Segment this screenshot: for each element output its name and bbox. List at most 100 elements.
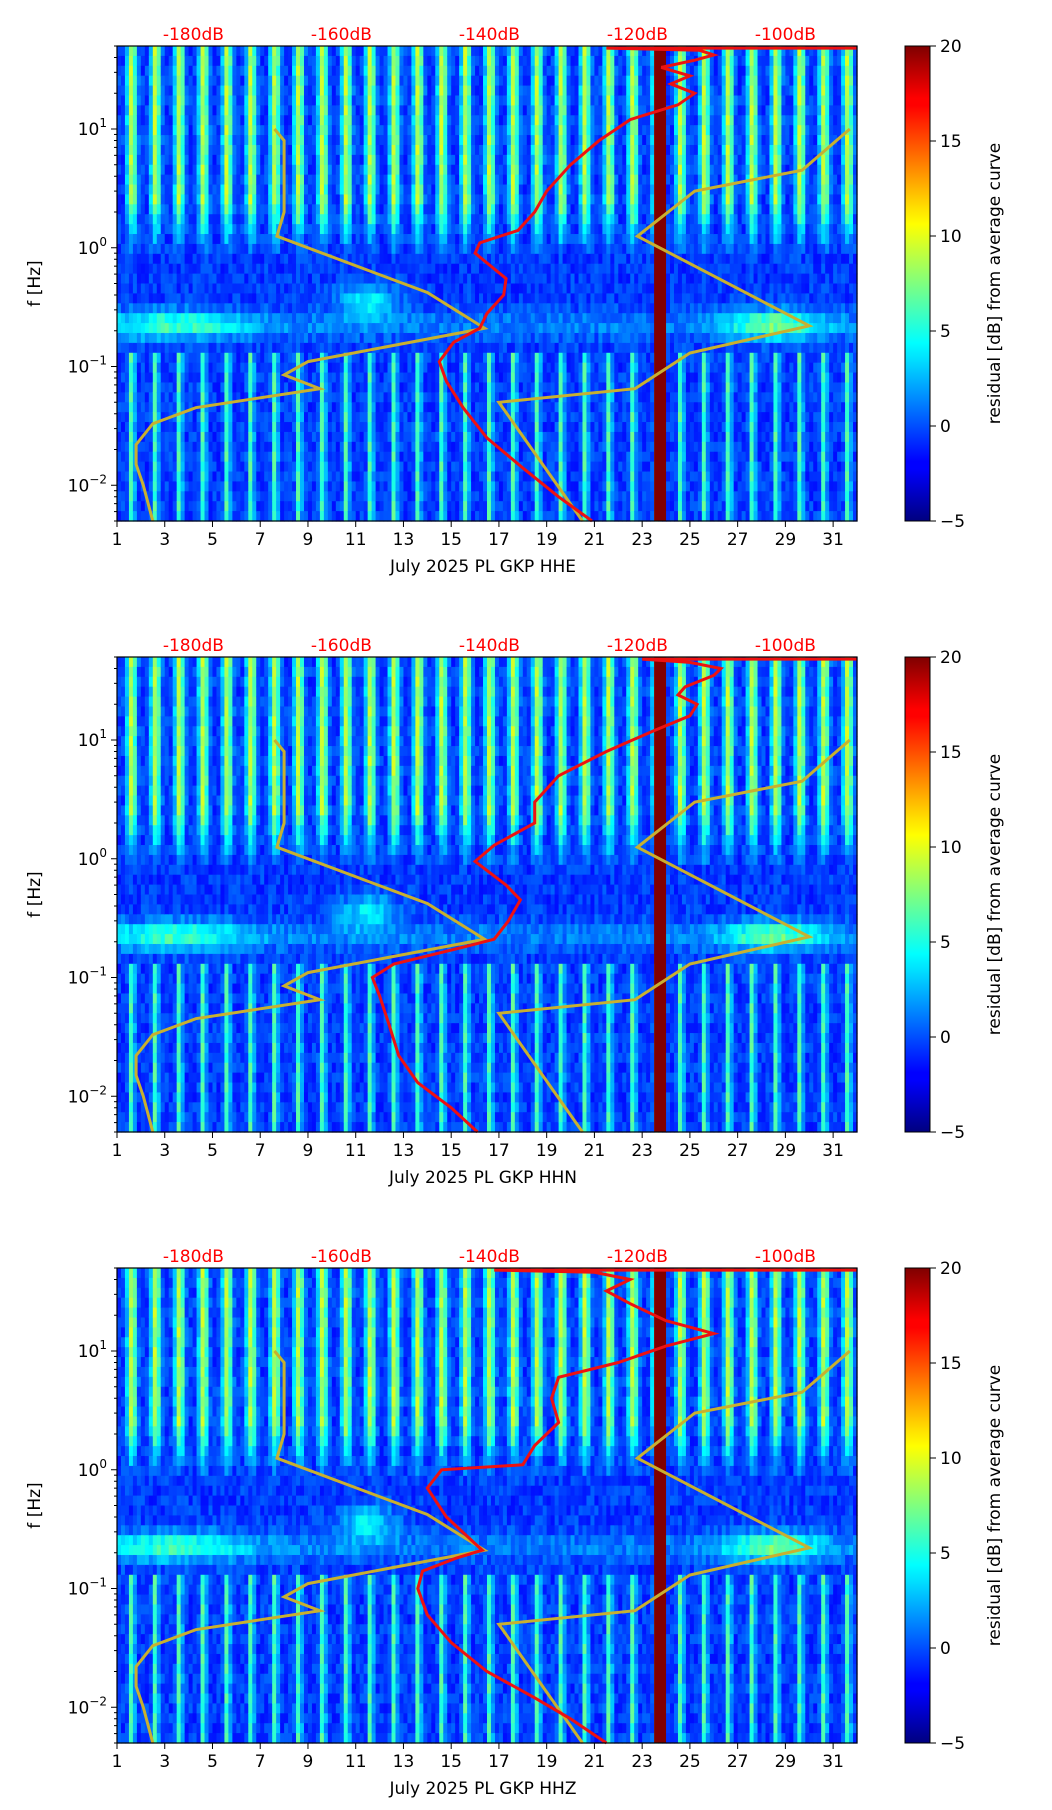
spectrogram-cell [272, 86, 277, 97]
spectrogram-cell [125, 353, 130, 364]
spectrogram-cell [137, 313, 142, 324]
spectrogram-cell [185, 165, 190, 176]
spectrogram-cell [189, 313, 194, 324]
spectrogram-cell [244, 432, 249, 443]
spectrogram-cell [181, 204, 186, 215]
spectrogram-cell [141, 343, 146, 354]
spectrogram-cell [129, 234, 134, 245]
spectrogram-cell [141, 86, 146, 97]
spectrogram-cell [201, 86, 206, 97]
spectrogram-cell [177, 155, 182, 166]
spectrogram-cell [236, 185, 241, 196]
spectrogram-cell [181, 303, 186, 314]
spectrogram-cell [216, 46, 221, 57]
spectrogram-cell [149, 284, 154, 295]
spectrogram-cell [177, 254, 182, 265]
spectrogram-cell [177, 452, 182, 463]
spectrogram-cell [228, 511, 233, 521]
spectrogram-cell [212, 392, 217, 403]
spectrogram-cell [149, 481, 154, 492]
spectrogram-cell [189, 254, 194, 265]
spectrogram-cell [272, 442, 277, 453]
spectrogram-cell [232, 402, 237, 413]
spectrogram-cell [165, 115, 170, 126]
spectrogram-cell [268, 244, 273, 255]
spectrogram-cell [117, 264, 122, 275]
spectrogram-cell [169, 95, 174, 106]
spectrogram-cell [197, 501, 202, 512]
spectrogram-cell [169, 76, 174, 87]
spectrogram-cell [145, 392, 150, 403]
spectrogram-cell [232, 46, 237, 57]
spectrogram-cell [236, 501, 241, 512]
spectrogram-cell [232, 165, 237, 176]
spectrogram-cell [240, 462, 245, 473]
spectrogram-cell [264, 56, 269, 67]
spectrogram-cell [276, 145, 281, 156]
spectrogram-cell [133, 165, 138, 176]
spectrogram-cell [193, 264, 198, 275]
spectrogram-cell [177, 165, 182, 176]
spectrogram-cell [153, 323, 158, 334]
spectrogram-cell [201, 333, 206, 344]
spectrogram-cell [177, 234, 182, 245]
spectrogram-cell [276, 313, 281, 324]
spectrogram-cell [224, 204, 229, 215]
spectrogram-cell [272, 76, 277, 87]
spectrogram-cell [157, 95, 162, 106]
spectrogram-cell [228, 432, 233, 443]
spectrogram-cell [189, 115, 194, 126]
spectrogram-cell [224, 244, 229, 255]
spectrogram-cell [209, 105, 214, 116]
spectrogram-cell [276, 165, 281, 176]
spectrogram-cell [129, 115, 134, 126]
spectrogram-cell [264, 442, 269, 453]
spectrogram-cell [153, 442, 158, 453]
spectrogram-cell [157, 175, 162, 186]
spectrogram-cell [177, 313, 182, 324]
spectrogram-cell [244, 472, 249, 483]
spectrogram-cell [185, 194, 190, 205]
spectrogram-cell [201, 353, 206, 364]
spectrogram-cell [216, 412, 221, 423]
spectrogram-cell [232, 343, 237, 354]
spectrogram-cell [209, 481, 214, 492]
spectrogram-cell [268, 462, 273, 473]
spectrogram-cell [272, 313, 277, 324]
spectrogram-cell [212, 125, 217, 136]
spectrogram-cell [145, 412, 150, 423]
spectrogram-cell [256, 175, 261, 186]
spectrogram-cell [173, 491, 178, 502]
spectrogram-cell [205, 501, 210, 512]
spectrogram-cell [236, 343, 241, 354]
spectrogram-cell [173, 204, 178, 215]
spectrogram-cell [244, 313, 249, 324]
spectrogram-cell [201, 194, 206, 205]
spectrogram-cell [161, 254, 166, 265]
spectrogram-cell [205, 293, 210, 304]
spectrogram-cell [232, 194, 237, 205]
spectrogram-cell [153, 66, 158, 77]
spectrogram-cell [117, 373, 122, 384]
spectrogram-cell [185, 244, 190, 255]
spectrogram-cell [189, 333, 194, 344]
spectrogram-cell [193, 373, 198, 384]
spectrogram-cell [201, 363, 206, 374]
spectrogram-cell [248, 214, 253, 225]
spectrogram-cell [228, 194, 233, 205]
spectrogram-cell [216, 204, 221, 215]
spectrogram-cell [185, 343, 190, 354]
spectrogram-cell [228, 293, 233, 304]
spectrogram-cell [268, 402, 273, 413]
spectrogram-cell [125, 452, 130, 463]
spectrogram-cell [244, 481, 249, 492]
spectrogram-cell [161, 185, 166, 196]
spectrogram-cell [185, 353, 190, 364]
spectrogram-cell [125, 214, 130, 225]
spectrogram-cell [129, 56, 134, 67]
spectrogram-cell [209, 501, 214, 512]
spectrogram-cell [157, 432, 162, 443]
spectrogram-cell [173, 511, 178, 521]
spectrogram-cell [272, 472, 277, 483]
spectrogram-cell [157, 481, 162, 492]
